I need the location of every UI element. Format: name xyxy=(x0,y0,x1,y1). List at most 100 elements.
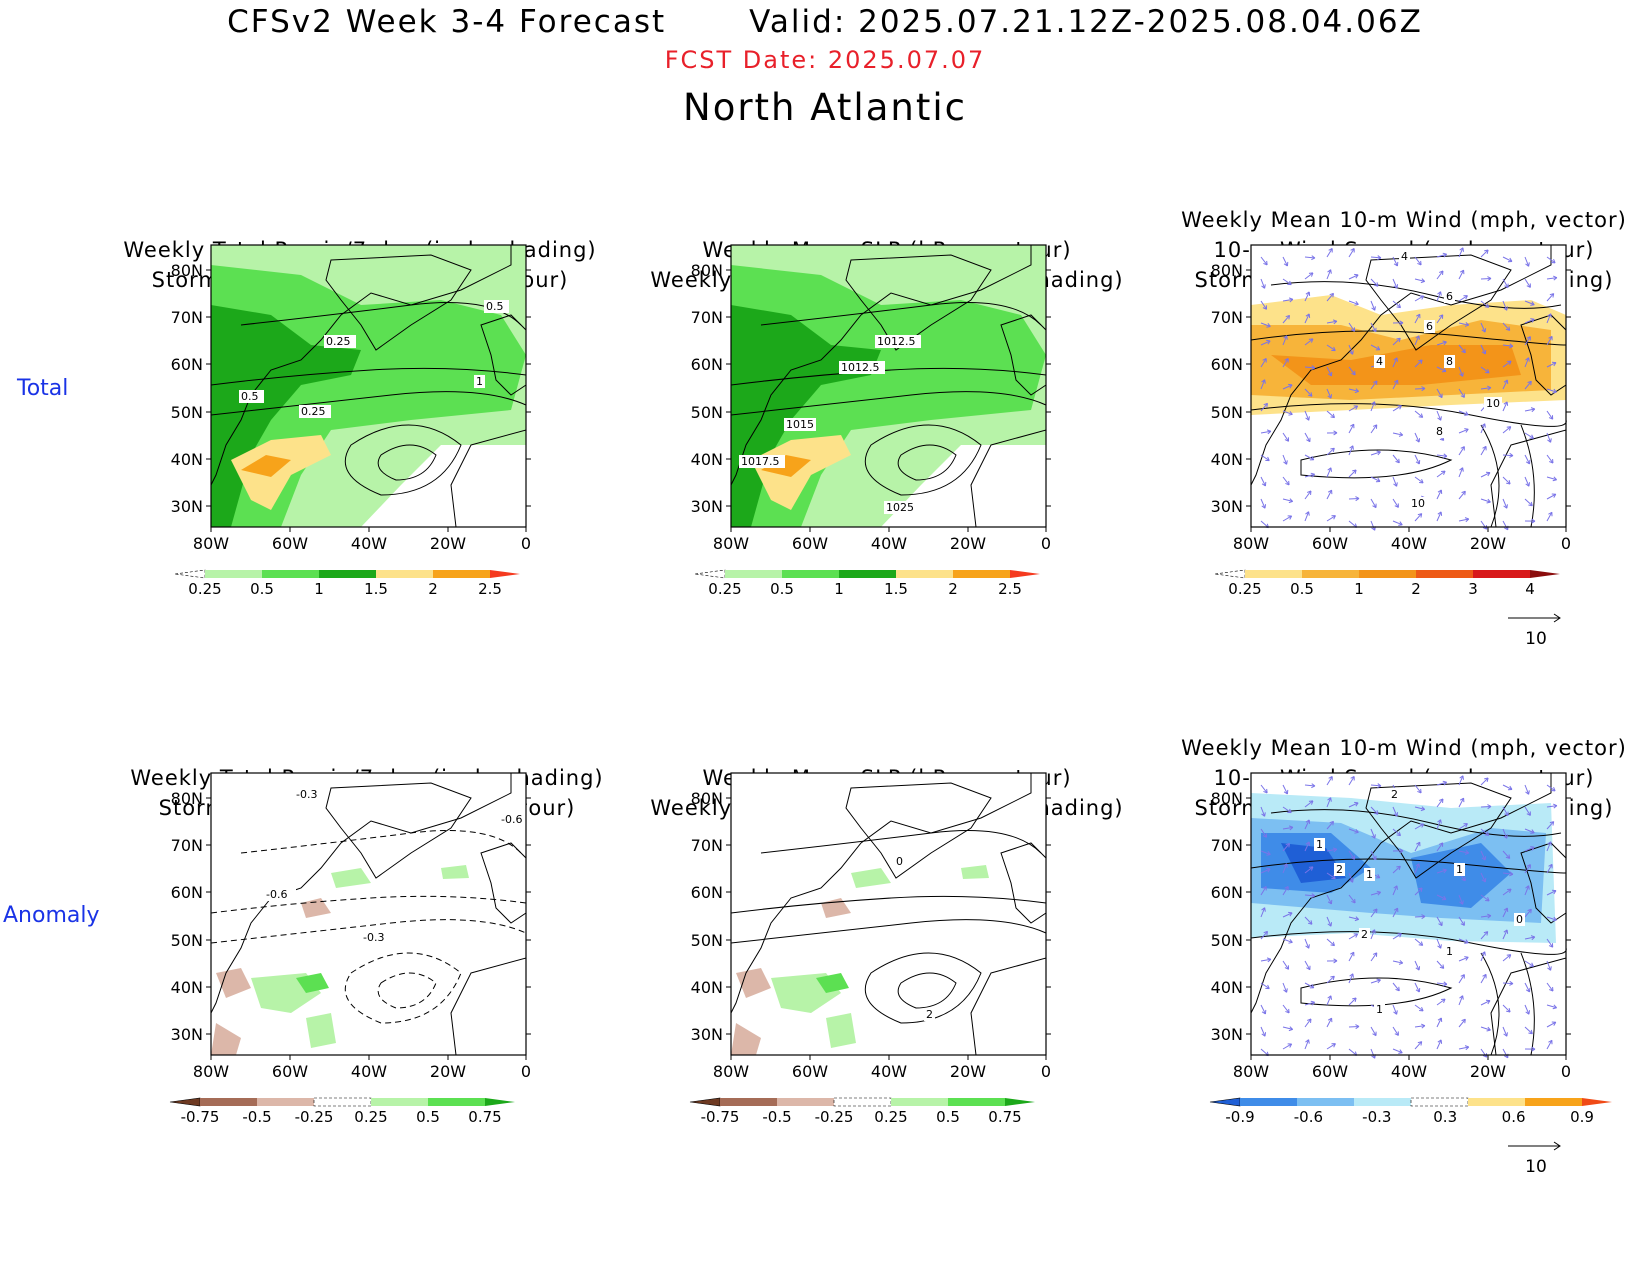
wind-vector xyxy=(1348,496,1360,502)
wind-vector xyxy=(1458,1018,1466,1028)
wind-vector xyxy=(1260,1026,1267,1037)
wind-vector xyxy=(1458,410,1469,416)
colorbar-label: -0.25 xyxy=(295,1108,334,1126)
wind-vector xyxy=(1282,1043,1293,1050)
wind-vector xyxy=(1458,446,1465,456)
wind-vector xyxy=(1392,806,1399,817)
wind-vector xyxy=(1414,410,1424,418)
wind-vector xyxy=(1436,489,1443,500)
wind-vector xyxy=(1348,405,1359,412)
lon-tick-label: 20W xyxy=(430,1062,466,1081)
contour-line xyxy=(760,302,1042,326)
lat-tick-label: 80N xyxy=(171,261,203,280)
wind-vector xyxy=(1502,322,1511,331)
wind-vector xyxy=(1502,888,1512,896)
shading-region xyxy=(241,455,291,477)
contour-label-text: 0 xyxy=(896,855,903,868)
contour-label: 1015 xyxy=(784,418,816,431)
contour-label: 1012.5 xyxy=(875,335,921,348)
wind-vector xyxy=(1304,291,1311,302)
wind-vector xyxy=(1370,952,1378,962)
lat-tick-label: 70N xyxy=(691,308,723,327)
colorbar-segment xyxy=(725,570,782,578)
lat-tick-label: 70N xyxy=(171,836,203,855)
contour-line xyxy=(730,895,1047,914)
lon-tick-label: 40W xyxy=(1391,534,1427,553)
wind-vector xyxy=(1282,278,1292,286)
vector-key-svg: 10 xyxy=(1508,1141,1561,1177)
lat-tick-label: 80N xyxy=(691,789,723,808)
shading-region xyxy=(816,973,849,993)
colorbar-segment xyxy=(839,570,896,578)
contour-line xyxy=(1250,858,1567,874)
wind-vector xyxy=(1370,908,1378,918)
contour-label: 1 xyxy=(1374,1003,1385,1016)
wind-vector xyxy=(1502,806,1509,817)
wind-vector xyxy=(1348,850,1356,860)
wind-vector xyxy=(1282,515,1293,522)
wind-vector xyxy=(1480,471,1491,478)
colorbar-segment xyxy=(174,569,206,579)
lon-tick-label: 20W xyxy=(1470,534,1506,553)
wind-vector xyxy=(1348,366,1356,376)
wind-vector xyxy=(1414,335,1420,346)
wind-vector xyxy=(1458,467,1464,478)
colorbar-segment xyxy=(1214,569,1246,579)
wind-vector xyxy=(1502,379,1509,390)
wind-vector xyxy=(1326,489,1333,500)
shading-region xyxy=(296,973,329,993)
wind-vector xyxy=(1502,1004,1511,1013)
wind-vector xyxy=(1546,821,1555,830)
wind-vector xyxy=(1282,335,1288,346)
colorbar-label: 0.25 xyxy=(188,580,221,598)
wind-vector xyxy=(1414,278,1426,284)
wind-vector xyxy=(1326,467,1332,478)
lat-tick-label: 60N xyxy=(171,355,203,374)
lat-tick-label: 50N xyxy=(1211,931,1243,950)
wind-vector xyxy=(1392,300,1401,309)
lat-tick-label: 30N xyxy=(691,1025,723,1044)
wind-vector xyxy=(1326,447,1335,456)
colorbar-label: 3 xyxy=(1468,580,1478,598)
wind-vector xyxy=(1304,511,1310,522)
wind-vector xyxy=(1480,931,1489,940)
wind-vector xyxy=(1414,938,1424,946)
wind-vector xyxy=(1326,916,1333,927)
vector-key-arrow xyxy=(1508,1141,1561,1151)
wind-vector xyxy=(1458,388,1465,398)
wind-vector xyxy=(1282,863,1288,874)
wind-vector xyxy=(1480,894,1490,902)
wind-vector xyxy=(1326,995,1332,1006)
shading-region xyxy=(826,1013,856,1048)
colorbar-segment xyxy=(1209,1097,1241,1107)
shading-region xyxy=(331,868,371,888)
lon-tick-label: 0 xyxy=(521,534,531,553)
contour-label-text: 4 xyxy=(1376,355,1383,368)
lat-tick-label: 40N xyxy=(171,450,203,469)
wind-vector xyxy=(1458,916,1465,926)
colorbar-segment xyxy=(428,1098,485,1106)
contour-label-text: 1 xyxy=(1446,945,1453,958)
contour-label-text: 0.5 xyxy=(241,390,259,403)
contour-label: 1 xyxy=(1314,838,1325,851)
wind-vector xyxy=(1370,450,1381,456)
wind-vector xyxy=(1326,820,1334,830)
wind-vector xyxy=(1480,344,1487,355)
wind-vector xyxy=(1392,498,1399,508)
colorbar-segment xyxy=(1245,570,1302,578)
contour-line xyxy=(344,952,462,1024)
wind-vector xyxy=(1436,453,1448,459)
colorbar-label: 2.5 xyxy=(998,580,1022,598)
wind-vector xyxy=(1546,1039,1553,1050)
colorbar-anom-wind-storm: -0.9 -0.6 -0.3 0.3 0.6 0.9 xyxy=(1209,1097,1612,1128)
wind-vector xyxy=(1326,410,1335,419)
wind-vector xyxy=(1326,1017,1333,1028)
colorbar-label: 0.5 xyxy=(770,580,794,598)
colorbar-label: 2 xyxy=(428,580,438,598)
contour-line xyxy=(210,367,527,386)
wind-vector xyxy=(1414,359,1423,368)
colorbar-segment xyxy=(833,1097,892,1107)
contour-line xyxy=(210,919,527,944)
wind-vector xyxy=(1348,445,1354,456)
